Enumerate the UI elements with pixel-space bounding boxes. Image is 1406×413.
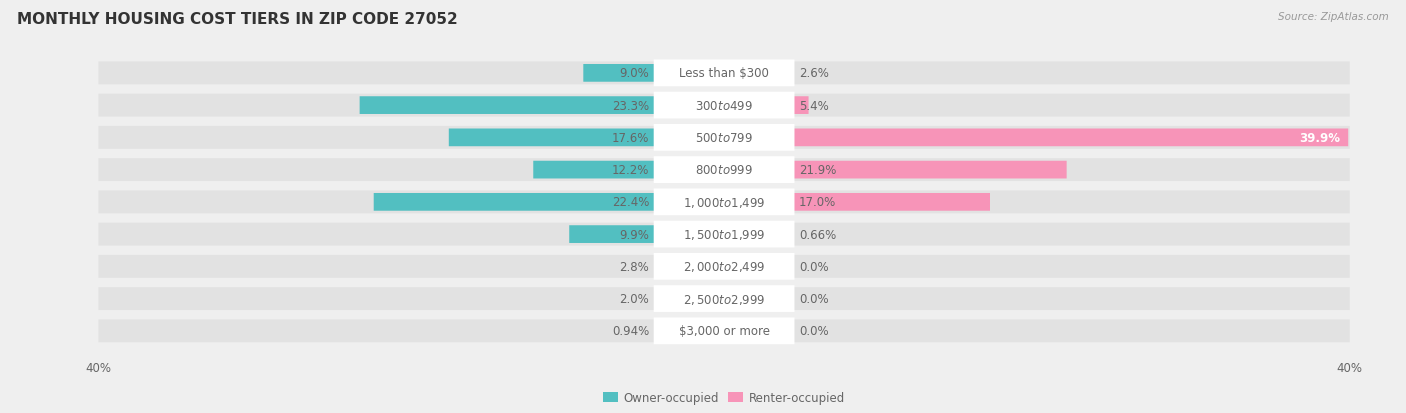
FancyBboxPatch shape [374, 194, 724, 211]
FancyBboxPatch shape [449, 129, 724, 147]
Text: 9.0%: 9.0% [619, 67, 650, 80]
FancyBboxPatch shape [681, 258, 724, 275]
Text: 23.3%: 23.3% [612, 100, 650, 112]
Text: $500 to $799: $500 to $799 [695, 132, 754, 145]
FancyBboxPatch shape [693, 290, 724, 308]
FancyBboxPatch shape [724, 65, 765, 83]
FancyBboxPatch shape [654, 189, 794, 216]
Text: 22.4%: 22.4% [612, 196, 650, 209]
FancyBboxPatch shape [724, 194, 990, 211]
Text: 2.0%: 2.0% [619, 292, 650, 305]
Legend: Owner-occupied, Renter-occupied: Owner-occupied, Renter-occupied [603, 392, 845, 404]
Text: 0.66%: 0.66% [799, 228, 837, 241]
Text: 12.2%: 12.2% [612, 164, 650, 177]
Text: $800 to $999: $800 to $999 [695, 164, 754, 177]
Text: 39.9%: 39.9% [1299, 132, 1340, 145]
FancyBboxPatch shape [98, 255, 1350, 278]
FancyBboxPatch shape [654, 318, 794, 344]
Text: $2,500 to $2,999: $2,500 to $2,999 [683, 292, 765, 306]
Text: $1,000 to $1,499: $1,000 to $1,499 [683, 195, 765, 209]
FancyBboxPatch shape [98, 127, 1350, 150]
FancyBboxPatch shape [360, 97, 724, 115]
Text: $2,000 to $2,499: $2,000 to $2,499 [683, 260, 765, 274]
FancyBboxPatch shape [654, 253, 794, 280]
Text: 0.94%: 0.94% [612, 325, 650, 337]
FancyBboxPatch shape [569, 225, 724, 243]
Text: 17.6%: 17.6% [612, 132, 650, 145]
Text: 21.9%: 21.9% [799, 164, 837, 177]
Text: 9.9%: 9.9% [619, 228, 650, 241]
Text: 2.8%: 2.8% [619, 260, 650, 273]
FancyBboxPatch shape [654, 125, 794, 152]
Text: $300 to $499: $300 to $499 [695, 100, 754, 112]
FancyBboxPatch shape [724, 225, 734, 243]
Text: $3,000 or more: $3,000 or more [679, 325, 769, 337]
FancyBboxPatch shape [98, 287, 1350, 310]
Text: 2.6%: 2.6% [799, 67, 830, 80]
Text: 17.0%: 17.0% [799, 196, 837, 209]
Text: 5.4%: 5.4% [799, 100, 830, 112]
FancyBboxPatch shape [533, 161, 724, 179]
FancyBboxPatch shape [583, 65, 724, 83]
FancyBboxPatch shape [98, 95, 1350, 117]
FancyBboxPatch shape [724, 161, 1067, 179]
Text: MONTHLY HOUSING COST TIERS IN ZIP CODE 27052: MONTHLY HOUSING COST TIERS IN ZIP CODE 2… [17, 12, 457, 27]
FancyBboxPatch shape [98, 62, 1350, 85]
FancyBboxPatch shape [654, 60, 794, 87]
FancyBboxPatch shape [654, 285, 794, 312]
FancyBboxPatch shape [724, 129, 1348, 147]
FancyBboxPatch shape [98, 320, 1350, 342]
FancyBboxPatch shape [98, 159, 1350, 182]
FancyBboxPatch shape [654, 221, 794, 248]
Text: $1,500 to $1,999: $1,500 to $1,999 [683, 228, 765, 242]
Text: 0.0%: 0.0% [799, 325, 828, 337]
FancyBboxPatch shape [98, 223, 1350, 246]
Text: 0.0%: 0.0% [799, 260, 828, 273]
FancyBboxPatch shape [724, 97, 808, 115]
FancyBboxPatch shape [98, 191, 1350, 214]
Text: Source: ZipAtlas.com: Source: ZipAtlas.com [1278, 12, 1389, 22]
FancyBboxPatch shape [710, 322, 724, 340]
Text: Less than $300: Less than $300 [679, 67, 769, 80]
FancyBboxPatch shape [654, 93, 794, 119]
FancyBboxPatch shape [654, 157, 794, 183]
Text: 0.0%: 0.0% [799, 292, 828, 305]
